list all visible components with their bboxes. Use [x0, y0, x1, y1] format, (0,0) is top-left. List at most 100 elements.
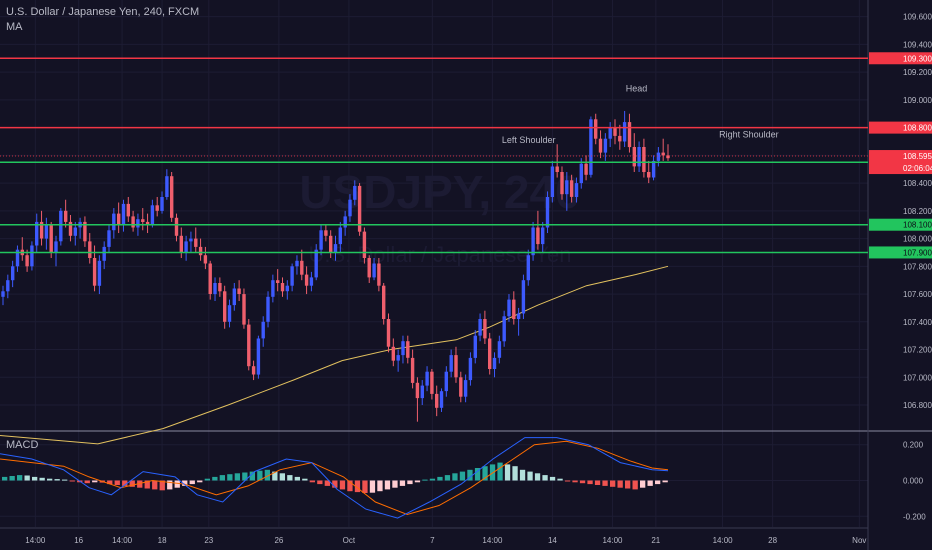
macd-tick-label: -0.200	[903, 512, 926, 521]
macd-histogram-bar	[452, 473, 458, 481]
candle-body	[64, 210, 68, 222]
candle-body	[227, 305, 232, 322]
time-tick-label: 26	[274, 536, 283, 545]
macd-histogram-bar	[572, 480, 578, 483]
candle-body	[271, 280, 275, 297]
candle-body	[613, 127, 617, 136]
candle-body	[483, 319, 487, 339]
candle-body	[622, 122, 627, 142]
candle-body	[541, 227, 545, 245]
candle-body	[112, 213, 116, 231]
candle-body	[174, 217, 179, 236]
level-price-tag	[869, 121, 932, 134]
candle-body	[594, 119, 598, 139]
macd-histogram-bar	[422, 479, 428, 481]
candle-body	[15, 249, 20, 267]
candle-body	[39, 221, 44, 239]
candle-body	[516, 313, 521, 319]
level-price-tag	[869, 52, 932, 65]
candle-body	[261, 321, 265, 339]
pattern-annotation: Head	[626, 84, 648, 94]
ma-indicator-label[interactable]: MA	[6, 21, 23, 33]
candle-body	[295, 260, 299, 267]
candle-body	[642, 147, 646, 172]
price-tick-label: 107.600	[903, 290, 932, 299]
candle-body	[502, 316, 506, 342]
macd-histogram-bar	[482, 466, 488, 481]
time-tick-label: 18	[158, 536, 167, 545]
time-tick-label: 28	[768, 536, 777, 545]
candle-body	[97, 260, 102, 286]
macd-histogram-bar	[324, 480, 330, 486]
candle-body	[126, 203, 130, 217]
candle-body	[444, 371, 448, 392]
time-tick-label: 14	[548, 536, 557, 545]
candle-body	[459, 377, 463, 397]
time-tick-label: Nov	[852, 536, 866, 545]
candle-body	[170, 176, 174, 218]
candle-body	[497, 341, 502, 358]
candle-body	[242, 294, 246, 325]
candle-body	[647, 172, 651, 178]
candle-body	[343, 216, 347, 228]
macd-histogram-bar	[159, 480, 165, 491]
candle-body	[179, 235, 183, 253]
macd-histogram-bar	[54, 479, 60, 481]
candle-body	[251, 366, 256, 375]
candle-body	[574, 183, 579, 197]
candle-body	[372, 263, 376, 278]
macd-indicator-label[interactable]: MACD	[6, 439, 39, 451]
candle-body	[627, 122, 632, 148]
time-tick-label: 16	[74, 536, 83, 545]
macd-histogram-bar	[189, 480, 195, 485]
macd-histogram-bar	[114, 480, 120, 485]
candle-body	[208, 263, 212, 294]
macd-histogram-bar	[152, 480, 158, 490]
macd-histogram-bar	[144, 480, 150, 489]
time-tick-label: 7	[430, 536, 435, 545]
candle-body	[232, 288, 236, 306]
macd-histogram-bar	[377, 480, 383, 492]
candle-body	[256, 338, 261, 375]
macd-histogram-bar	[640, 480, 646, 488]
moving-average-line	[0, 265, 669, 445]
candle-body	[150, 205, 155, 225]
candle-body	[83, 221, 87, 242]
macd-histogram-bar	[182, 480, 188, 486]
candle-body	[598, 138, 603, 153]
candle-body	[290, 266, 294, 286]
time-tick-label: Oct	[343, 536, 356, 545]
macd-histogram-bar	[242, 472, 248, 481]
candle-body	[463, 380, 468, 397]
candle-body	[589, 119, 593, 175]
candle-body	[145, 221, 150, 225]
time-tick-label: 14:00	[25, 536, 46, 545]
candle-body	[68, 221, 73, 236]
macd-histogram-bar	[414, 480, 421, 483]
candle-body	[213, 283, 217, 295]
candle-body	[54, 241, 58, 253]
candle-body	[603, 138, 608, 153]
macd-histogram-bar	[467, 469, 473, 481]
time-tick-label: 14:00	[602, 536, 623, 545]
candle-body	[367, 258, 371, 278]
candle-body	[545, 197, 550, 228]
macd-histogram-bar	[557, 478, 563, 481]
current-price-tag	[869, 150, 932, 175]
candle-body	[454, 355, 458, 378]
candle-body	[35, 221, 39, 246]
candle-body	[237, 288, 241, 294]
candle-body	[11, 266, 15, 281]
candle-body	[223, 291, 227, 322]
candle-body	[396, 355, 400, 361]
level-price-tag	[869, 246, 932, 259]
candle-body	[362, 231, 367, 258]
candle-body	[468, 357, 473, 381]
symbol-title[interactable]: U.S. Dollar / Japanese Yen, 240, FXCM	[6, 6, 200, 18]
candle-body	[439, 391, 444, 408]
candle-body	[189, 238, 193, 242]
macd-histogram-bar	[302, 478, 308, 481]
candle-body	[319, 230, 323, 250]
macd-histogram-bar	[504, 464, 511, 481]
